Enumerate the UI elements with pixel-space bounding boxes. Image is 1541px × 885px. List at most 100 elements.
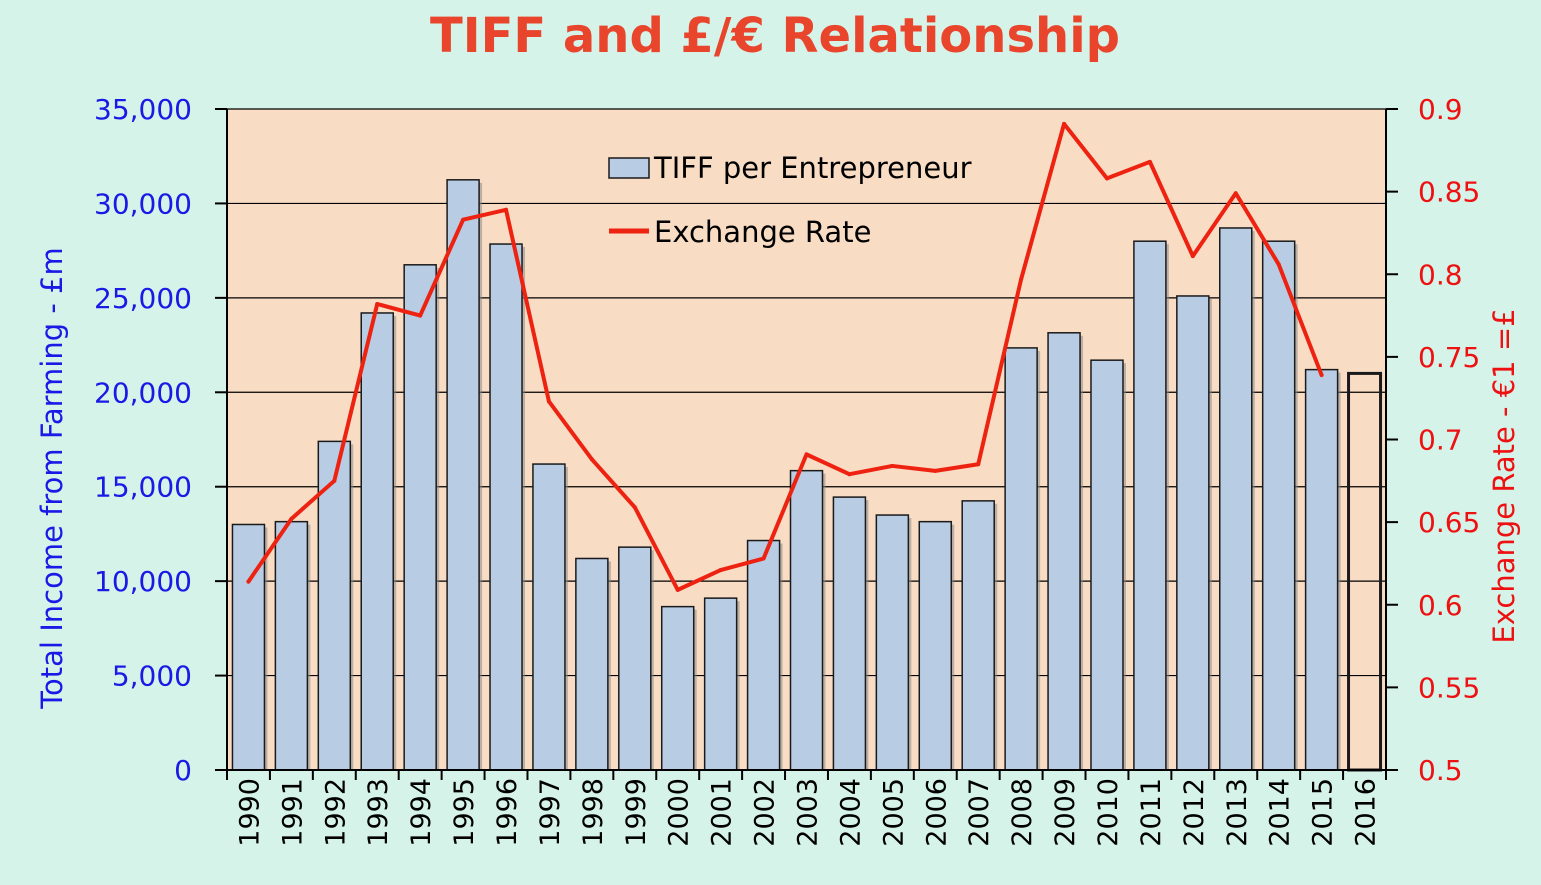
y-left-tick-label: 15,000 xyxy=(94,471,192,504)
bar-1992 xyxy=(317,440,352,771)
x-tick-label-2004: 2004 xyxy=(835,778,866,847)
bar-2008 xyxy=(1004,347,1038,771)
y-left-tick-label: 10,000 xyxy=(94,565,192,598)
exchange-rate-point-2004 xyxy=(847,472,852,477)
exchange-rate-point-2014 xyxy=(1276,262,1281,267)
bar-2009 xyxy=(1047,332,1081,771)
exchange-rate-point-1997 xyxy=(546,399,551,404)
x-tick-label-2015: 2015 xyxy=(1308,778,1339,847)
y-right-tick-label: 0.65 xyxy=(1418,506,1480,539)
y-left-tick-label: 25,000 xyxy=(94,282,192,315)
bar-1994 xyxy=(403,264,437,771)
y-right-tick-label: 0.6 xyxy=(1418,589,1463,622)
bar-1991 xyxy=(274,520,309,771)
bar-2000 xyxy=(660,605,695,771)
x-tick-label-2012: 2012 xyxy=(1179,778,1210,847)
x-tick-label-2013: 2013 xyxy=(1222,778,1253,847)
bar-1990 xyxy=(231,523,266,771)
x-tick-label-2006: 2006 xyxy=(921,778,952,847)
exchange-rate-line xyxy=(246,121,1324,592)
x-tick-label-1990: 1990 xyxy=(234,778,265,847)
exchange-rate-point-2010 xyxy=(1104,176,1109,181)
x-tick-label-2010: 2010 xyxy=(1093,778,1124,847)
y-right-tick-label: 0.5 xyxy=(1418,754,1463,787)
y-left-tick-label: 30,000 xyxy=(94,187,192,220)
bar-1997 xyxy=(532,463,566,771)
bar-1995 xyxy=(446,179,480,771)
bar-series xyxy=(231,179,1383,772)
x-tick-label-1997: 1997 xyxy=(535,778,566,847)
y-left-tick-label: 5,000 xyxy=(112,660,192,693)
exchange-rate-point-2011 xyxy=(1147,159,1152,164)
chart-title: TIFF and £/€ Relationship xyxy=(430,8,1120,64)
legend-bar-label: TIFF per Entrepreneur xyxy=(653,151,972,185)
bar-2012 xyxy=(1176,295,1210,771)
x-tick-label-1998: 1998 xyxy=(578,778,609,847)
exchange-rate-point-2012 xyxy=(1190,254,1195,259)
exchange-rate-point-2002 xyxy=(761,556,766,561)
exchange-rate-point-1998 xyxy=(589,457,594,462)
bar-1999 xyxy=(618,546,652,771)
exchange-rate-point-2008 xyxy=(1019,277,1024,282)
y-left-tick-label: 35,000 xyxy=(94,93,192,126)
x-tick-label-2008: 2008 xyxy=(1007,778,1038,847)
bar-1996 xyxy=(489,243,523,771)
bar-2002 xyxy=(746,539,781,771)
exchange-rate-point-2001 xyxy=(718,568,723,573)
x-tick-label-2007: 2007 xyxy=(964,778,995,847)
bar-2010 xyxy=(1090,359,1124,771)
y-left-tick-label: 0 xyxy=(174,754,192,787)
exchange-rate-point-2009 xyxy=(1062,121,1067,126)
y-left-axis-label: Total Income from Farming - £m xyxy=(35,247,69,709)
x-tick-label-2000: 2000 xyxy=(664,778,695,847)
y-right-tick-label: 0.55 xyxy=(1418,671,1480,704)
exchange-rate-point-1991 xyxy=(289,516,294,521)
y-right-tick-label: 0.9 xyxy=(1418,93,1463,126)
y-left-tick-label: 20,000 xyxy=(94,376,192,409)
x-tick-label-1993: 1993 xyxy=(363,778,394,847)
exchange-rate-point-1994 xyxy=(418,313,423,318)
bar-2014 xyxy=(1261,240,1296,771)
legend: TIFF per Entrepreneur Exchange Rate xyxy=(608,151,972,249)
x-tick-label-2005: 2005 xyxy=(878,778,909,847)
x-tick-label-1994: 1994 xyxy=(406,778,437,847)
x-tick-label-2002: 2002 xyxy=(750,778,781,847)
x-tick-label-1992: 1992 xyxy=(320,778,351,847)
exchange-rate-point-1992 xyxy=(332,478,337,483)
line-series xyxy=(246,121,1324,592)
y-right-tick-label: 0.8 xyxy=(1418,258,1463,291)
y-right-tick-label: 0.7 xyxy=(1418,424,1463,457)
bar-1998 xyxy=(575,557,609,771)
exchange-rate-point-2006 xyxy=(933,468,938,473)
exchange-rate-point-1999 xyxy=(632,505,637,510)
exchange-rate-point-1995 xyxy=(461,217,466,222)
x-tick-label-2014: 2014 xyxy=(1265,778,1296,847)
bar-2001 xyxy=(703,597,738,771)
bar-2004 xyxy=(832,496,867,771)
bar-2007 xyxy=(961,500,995,771)
bar-2003 xyxy=(789,469,824,771)
exchange-rate-point-2015 xyxy=(1319,373,1324,378)
exchange-rate-point-1993 xyxy=(375,301,380,306)
right-axis-ticks: 0.5 0.55 0.6 0.65 0.7 0.75 0.8 0.85 0.9 xyxy=(1386,93,1480,787)
x-axis-ticks: 1990 1991 1992 1993 1994 1995 1996 1997 1998 1999… xyxy=(226,770,1387,847)
y-right-tick-label: 0.75 xyxy=(1418,341,1480,374)
x-tick-label-1999: 1999 xyxy=(621,778,652,847)
exchange-rate-point-2013 xyxy=(1233,191,1238,196)
exchange-rate-point-2000 xyxy=(675,587,680,592)
bar-2013 xyxy=(1219,227,1253,771)
exchange-rate-point-2005 xyxy=(890,463,895,468)
x-tick-label-2016: 2016 xyxy=(1351,778,1382,847)
exchange-rate-point-1990 xyxy=(246,579,251,584)
x-tick-label-1995: 1995 xyxy=(449,778,480,847)
x-tick-label-2003: 2003 xyxy=(793,778,824,847)
bar-2006 xyxy=(918,520,953,771)
x-tick-label-1996: 1996 xyxy=(492,778,523,847)
x-tick-label-2011: 2011 xyxy=(1136,778,1167,847)
y-right-axis-label: Exchange Rate - €1 =£ xyxy=(1487,308,1521,643)
x-tick-label-1991: 1991 xyxy=(277,778,308,847)
x-tick-label-2001: 2001 xyxy=(707,778,738,847)
x-tick-label-2009: 2009 xyxy=(1050,778,1081,847)
